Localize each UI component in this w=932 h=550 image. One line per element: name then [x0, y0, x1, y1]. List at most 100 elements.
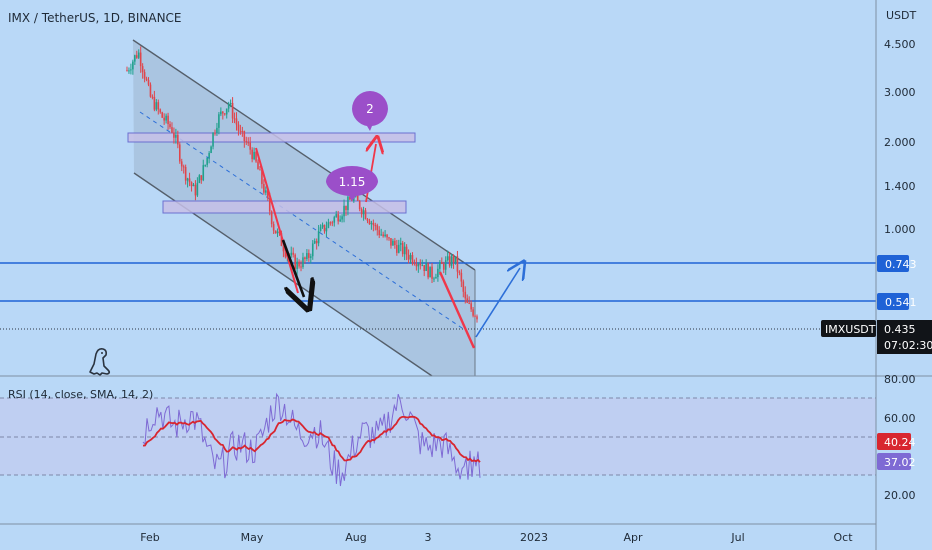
candle — [446, 250, 449, 262]
price-tag-0541-label: 0.541 — [885, 296, 917, 309]
candle — [249, 136, 251, 155]
red-decline-line-2 — [438, 271, 476, 349]
dino-icon — [89, 348, 111, 376]
target-bubble-115[interactable]: 1.15 — [326, 166, 378, 201]
candle — [139, 46, 142, 73]
candle — [153, 90, 156, 112]
price-tag-0743: 0.743 — [877, 255, 917, 272]
resistance-box-lower — [162, 200, 407, 214]
time-tick-label: Feb — [140, 531, 159, 544]
candle — [374, 222, 377, 231]
candle — [309, 253, 312, 264]
candle — [214, 129, 216, 136]
candle — [382, 231, 384, 238]
candle — [241, 126, 244, 137]
candle — [423, 265, 426, 277]
candle — [427, 262, 429, 280]
candle — [470, 300, 472, 312]
candle — [397, 239, 400, 254]
candle — [435, 273, 437, 279]
candle — [220, 107, 222, 117]
candle — [235, 112, 238, 131]
candle — [407, 249, 410, 264]
resistance-box-upper — [127, 132, 416, 143]
candle — [341, 214, 343, 223]
candle — [441, 257, 443, 265]
candle — [259, 165, 261, 171]
candle — [239, 124, 242, 135]
candle — [370, 220, 373, 230]
candle — [182, 164, 185, 174]
candle — [376, 223, 379, 236]
candle — [243, 130, 246, 148]
candle — [200, 175, 203, 184]
rsi-line — [142, 392, 481, 487]
candle — [392, 238, 394, 246]
candle — [163, 113, 165, 125]
candle — [306, 249, 308, 262]
candle — [151, 94, 154, 100]
candle — [464, 286, 467, 304]
candle — [270, 210, 273, 228]
candle — [272, 221, 275, 235]
candlestick-series — [126, 46, 478, 323]
rsi-ma-tag-label: 40.24 — [884, 436, 916, 449]
candle — [421, 259, 424, 267]
candle — [437, 264, 439, 282]
target-bubble-2[interactable]: 2 — [352, 91, 388, 131]
candle — [192, 183, 195, 187]
candle — [429, 266, 431, 278]
candle — [128, 67, 130, 74]
candle — [456, 250, 459, 279]
candle — [362, 206, 365, 221]
chart-title: IMX / TetherUS, 1D, BINANCE — [8, 11, 182, 25]
candle — [231, 97, 234, 123]
price-tag-0541: 0.541 — [877, 293, 917, 310]
candle — [276, 228, 279, 238]
candle — [178, 142, 181, 164]
candle — [132, 59, 134, 75]
time-tick-label: Aug — [345, 531, 366, 544]
candle — [474, 314, 476, 318]
candle — [462, 279, 465, 298]
candle — [149, 82, 152, 98]
candle — [450, 254, 453, 269]
candle — [137, 49, 140, 60]
candle — [229, 99, 232, 108]
candle — [296, 257, 298, 276]
candle — [141, 63, 144, 79]
candle — [380, 228, 382, 236]
time-tick-label: Oct — [833, 531, 853, 544]
candle — [417, 262, 420, 273]
rsi-ma-tag: 40.24 — [877, 433, 916, 450]
candle — [180, 158, 183, 172]
candle — [315, 238, 318, 250]
candle — [292, 247, 295, 258]
candle — [188, 172, 191, 187]
candle — [208, 151, 210, 164]
candle — [396, 239, 398, 256]
rsi-tick-label: 60.00 — [884, 412, 916, 425]
current-price-value: 0.435 — [884, 323, 916, 336]
candle — [263, 179, 265, 195]
candle — [294, 253, 296, 270]
candle — [466, 294, 469, 304]
rsi-value-tag: 37.02 — [877, 453, 916, 470]
time-tick-label: Jul — [730, 531, 744, 544]
black-down-arrow — [281, 239, 304, 297]
candle — [390, 238, 392, 249]
candle — [360, 207, 363, 218]
candle — [212, 132, 214, 150]
price-tick-label: 3.000 — [884, 86, 916, 99]
candle — [460, 269, 463, 288]
candle — [364, 207, 367, 220]
time-axis-ticks: Feb May Aug 3 2023 Apr Jul Oct — [140, 531, 853, 544]
rsi-tick-label: 80.00 — [884, 373, 916, 386]
candle — [311, 240, 314, 260]
candle — [216, 122, 218, 136]
candle — [394, 237, 396, 249]
candle — [378, 226, 381, 239]
candle — [222, 111, 224, 120]
candle — [169, 121, 171, 129]
